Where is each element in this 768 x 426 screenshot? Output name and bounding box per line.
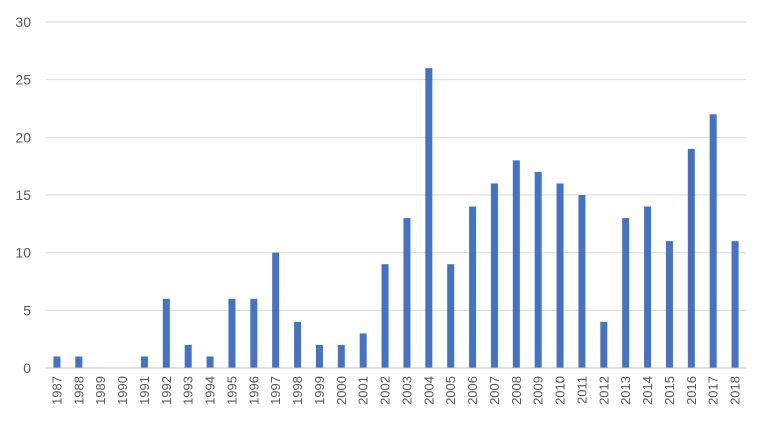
x-tick-label: 1987 <box>49 376 64 405</box>
bar-2002 <box>381 264 389 368</box>
y-tick-label: 0 <box>23 360 31 376</box>
y-axis-ticks: 0 5 10 15 20 25 30 <box>15 14 31 376</box>
x-tick-label: 1994 <box>203 376 218 405</box>
bar-2006 <box>469 206 477 368</box>
y-tick-label: 5 <box>23 302 31 318</box>
x-tick-label: 2016 <box>684 376 699 405</box>
x-tick-label: 2013 <box>618 376 633 405</box>
bar-2016 <box>687 148 695 368</box>
x-tick-label: 1991 <box>137 376 152 405</box>
bar-2008 <box>512 160 520 368</box>
x-tick-label: 1993 <box>181 376 196 405</box>
x-tick-label: 2004 <box>421 376 436 405</box>
bar-1992 <box>162 298 170 368</box>
bar-1993 <box>184 344 192 368</box>
bar-1998 <box>294 321 302 368</box>
x-tick-label: 2007 <box>487 376 502 405</box>
x-tick-label: 2002 <box>378 376 393 405</box>
bar-1995 <box>228 298 236 368</box>
x-tick-label: 2008 <box>509 376 524 405</box>
x-tick-label: 1995 <box>224 376 239 405</box>
bar-2010 <box>556 183 564 368</box>
bar-1996 <box>250 298 258 368</box>
bar-1988 <box>75 356 83 368</box>
x-tick-label: 1997 <box>268 376 283 405</box>
bar-2018 <box>731 241 739 368</box>
bar-2012 <box>600 321 608 368</box>
y-tick-label: 30 <box>15 14 31 30</box>
x-tick-label: 2012 <box>596 376 611 405</box>
x-tick-label: 2006 <box>465 376 480 405</box>
x-tick-label: 2011 <box>574 376 589 404</box>
bar-1987 <box>53 356 61 368</box>
bar-2000 <box>337 344 345 368</box>
x-tick-label: 2017 <box>706 376 721 405</box>
x-tick-label: 1989 <box>93 376 108 405</box>
bar-2007 <box>490 183 498 368</box>
bar-1997 <box>272 252 280 368</box>
bar-1991 <box>140 356 148 368</box>
bars <box>53 68 739 369</box>
x-tick-label: 1996 <box>246 376 261 405</box>
x-tick-label: 1990 <box>115 376 130 405</box>
x-tick-label: 1998 <box>290 376 305 405</box>
bar-2017 <box>709 114 717 369</box>
x-tick-label: 2010 <box>553 376 568 405</box>
bar-2013 <box>622 218 630 368</box>
x-tick-label: 2015 <box>662 376 677 405</box>
x-tick-label: 1999 <box>312 376 327 405</box>
bar-2014 <box>644 206 652 368</box>
bar-2001 <box>359 333 367 368</box>
x-axis-ticks: 1987 1988 1989 1990 1991 1992 1993 1994 1995 1996… <box>49 376 742 405</box>
bar-2004 <box>425 68 433 368</box>
y-tick-label: 20 <box>15 129 31 145</box>
bar-2009 <box>534 171 542 368</box>
bar-2003 <box>403 218 411 368</box>
bar-2011 <box>578 195 586 368</box>
bar-2005 <box>447 264 455 368</box>
bar-2015 <box>665 241 673 368</box>
x-tick-label: 2018 <box>728 376 743 405</box>
x-tick-label: 2001 <box>356 376 371 405</box>
x-tick-label: 1988 <box>71 376 86 405</box>
x-tick-label: 2005 <box>443 376 458 405</box>
x-tick-label: 2009 <box>531 376 546 405</box>
x-tick-label: 2000 <box>334 376 349 405</box>
x-tick-label: 2003 <box>399 376 414 405</box>
bar-1994 <box>206 356 214 368</box>
gridlines <box>46 21 746 311</box>
x-tick-label: 2014 <box>640 376 655 405</box>
y-tick-label: 15 <box>15 187 31 203</box>
x-tick-label: 1992 <box>159 376 174 405</box>
y-tick-label: 25 <box>15 72 31 88</box>
bar-1999 <box>315 344 323 368</box>
y-tick-label: 10 <box>15 245 31 261</box>
